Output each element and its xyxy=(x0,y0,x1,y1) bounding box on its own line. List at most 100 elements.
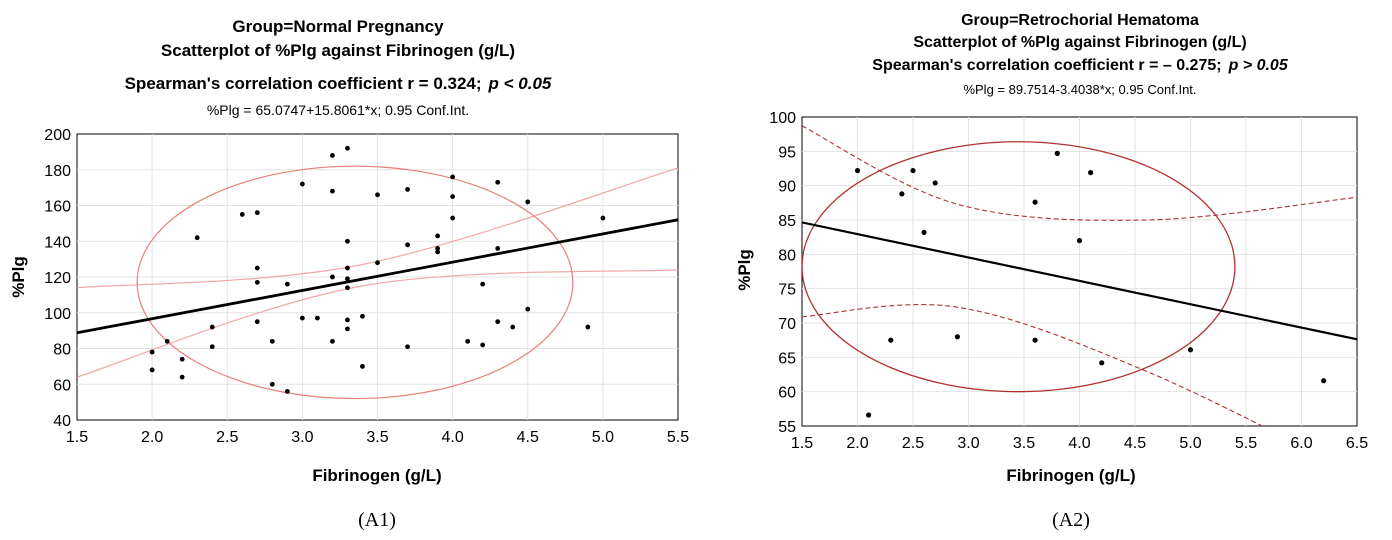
chart-a1-data-point xyxy=(284,281,290,287)
chart-a2-x-tick-label: 4.0 xyxy=(1068,435,1090,452)
chart-a1-data-point xyxy=(345,285,350,291)
chart-a1-data-point xyxy=(405,187,410,192)
chart-a1-y-tick-label: 60 xyxy=(53,377,71,394)
chart-a2-x-tick-label: 6.0 xyxy=(1290,435,1312,452)
chart-a1-y-tick-label: 140 xyxy=(44,234,71,251)
chart-a2-data-point xyxy=(1076,238,1083,244)
chart-a2-data-point xyxy=(910,167,916,174)
chart-a2-x-tick-label: 1.5 xyxy=(791,435,813,452)
chart-a1-data-point xyxy=(435,246,440,251)
chart-a1-data-point xyxy=(480,281,486,287)
chart-a1-data-point xyxy=(315,315,320,321)
chart-a1-data-point xyxy=(330,274,335,280)
chart-a1-y-ticks: 40 60 80 100 120 140 160 180 200 xyxy=(44,127,71,430)
chart-a1-y-tick-label: 100 xyxy=(44,306,71,323)
chart-a2-x-axis-label: Fibrinogen (g/L) xyxy=(1006,466,1135,485)
chart-a2-plot-title: Scatterplot of %Plg against Fibrinogen (… xyxy=(913,34,1246,51)
chart-a1-x-tick-label: 4.5 xyxy=(517,429,539,446)
chart-a1-data-point xyxy=(450,215,456,221)
chart-a1-data-point xyxy=(254,210,260,216)
chart-a1-data-point xyxy=(435,233,440,239)
chart-a2-y-tick-label: 100 xyxy=(769,110,796,127)
chart-a1-data-point xyxy=(345,265,350,271)
chart-a1-data-point xyxy=(345,317,350,323)
chart-a1-x-tick-label: 5.0 xyxy=(592,429,614,446)
chart-a1-ellipse-group xyxy=(136,165,574,400)
chart-a2-y-ticks: 55 60 65 70 75 80 85 90 95 100 xyxy=(769,110,796,436)
chart-a1-data-point xyxy=(450,174,456,180)
chart-a1-stat-line: Spearman's correlation coefficient r = 0… xyxy=(125,74,552,93)
chart-a2-regression-line xyxy=(802,221,1357,341)
chart-a1-regression-line xyxy=(77,218,678,335)
chart-a1-data-point xyxy=(149,367,155,373)
chart-a1-data-point xyxy=(194,235,200,241)
chart-a1-equation: %Plg = 65.0747+15.8061*x; 0.95 Conf.Int. xyxy=(207,102,469,118)
chart-a1-data-point xyxy=(525,306,531,312)
chart-a1-data-point xyxy=(405,344,410,350)
chart-a1-y-tick-label: 40 xyxy=(53,413,71,430)
chart-a2-y-axis-label: %Plg xyxy=(735,249,754,291)
chart-a2-data-point xyxy=(866,412,872,418)
chart-a1-data-point xyxy=(239,212,245,217)
chart-a2-x-tick-label: 2.5 xyxy=(902,435,924,452)
chart-a1-y-tick-label: 120 xyxy=(44,270,71,287)
chart-a2-x-tick-label: 2.0 xyxy=(846,435,868,452)
chart-a2-y-tick-label: 55 xyxy=(778,419,796,436)
chart-a2-spearman-text: Spearman's correlation coefficient r = –… xyxy=(872,57,1221,74)
chart-a1-y-tick-label: 180 xyxy=(44,163,71,180)
chart-a2-x-tick-label: 6.5 xyxy=(1346,435,1368,452)
chart-a1-data-point xyxy=(435,249,440,255)
chart-a1-data-point xyxy=(330,188,335,194)
chart-a1-x-tick-label: 3.0 xyxy=(291,429,313,446)
chart-a1-x-tick-label: 2.0 xyxy=(141,429,163,446)
chart-a2-data-point xyxy=(1088,170,1094,176)
chart-a2-data-point xyxy=(1032,337,1038,343)
chart-a1-x-axis-label: Fibrinogen (g/L) xyxy=(312,466,441,485)
chart-a1-data-point xyxy=(330,153,335,158)
chart-a1-data-point xyxy=(480,342,486,348)
chart-a2-data-point xyxy=(1187,347,1194,353)
chart-a2-equation: %Plg = 89.7514-3.4038*x; 0.95 Conf.Int. xyxy=(963,82,1196,97)
chart-a1-data-point xyxy=(149,349,155,355)
chart-a2-y-tick-label: 80 xyxy=(778,247,796,264)
chart-a1-p-value: p < 0.05 xyxy=(488,74,552,93)
chart-a1-data-point xyxy=(269,381,275,387)
chart-a1-x-tick-label: 2.5 xyxy=(216,429,238,446)
chart-a1-data-point xyxy=(209,344,215,350)
chart-a2-data-point xyxy=(1054,150,1060,156)
chart-a2-y-tick-label: 90 xyxy=(778,179,796,196)
chart-a1-confidence-ellipse xyxy=(136,165,574,400)
chart-a2-y-tick-label: 75 xyxy=(778,282,796,299)
chart-a2-y-tick-label: 95 xyxy=(778,144,796,161)
chart-a1-data-point xyxy=(179,356,185,362)
chart-a1-group-title: Group=Normal Pregnancy xyxy=(232,17,444,36)
chart-a2-x-tick-label: 3.5 xyxy=(1013,435,1035,452)
chart-a1-x-tick-label: 5.5 xyxy=(667,429,689,446)
chart-a2-data-point xyxy=(854,167,861,174)
chart-a1-panel-label: (A1) xyxy=(358,509,396,531)
chart-a1-data-point xyxy=(360,363,365,369)
chart-a2-data-point xyxy=(1099,360,1105,366)
chart-a1-data-point xyxy=(254,265,260,271)
chart-a1-regression-group xyxy=(77,218,678,335)
chart-a1-data-point xyxy=(495,179,501,185)
chart-a1-data-point xyxy=(495,246,501,251)
chart-a1-data-point xyxy=(269,338,275,344)
chart-a1-data-point xyxy=(299,181,305,187)
chart-a1-data-point xyxy=(179,374,185,380)
chart-a1-y-tick-label: 160 xyxy=(44,199,71,216)
chart-a1-data-point xyxy=(345,238,350,244)
chart-a2-data-point xyxy=(888,337,894,343)
chart-a2-data-point xyxy=(1032,199,1038,205)
chart-a2-y-tick-label: 85 xyxy=(778,213,796,230)
chart-a2-stat-line: Spearman's correlation coefficient r = –… xyxy=(872,57,1289,74)
chart-a1-confidence-band xyxy=(77,167,678,378)
chart-a2-y-tick-label: 60 xyxy=(778,385,796,402)
chart-a1-data-point xyxy=(254,279,260,285)
chart-a2-data-point xyxy=(954,334,961,340)
chart-a1-data-point xyxy=(164,338,170,344)
chart-a1-spearman-text: Spearman's correlation coefficient r = 0… xyxy=(125,74,482,93)
chart-a1-x-tick-label: 1.5 xyxy=(66,429,88,446)
chart-a1-x-tick-label: 3.5 xyxy=(366,429,388,446)
chart-a1-data-point xyxy=(510,324,516,330)
